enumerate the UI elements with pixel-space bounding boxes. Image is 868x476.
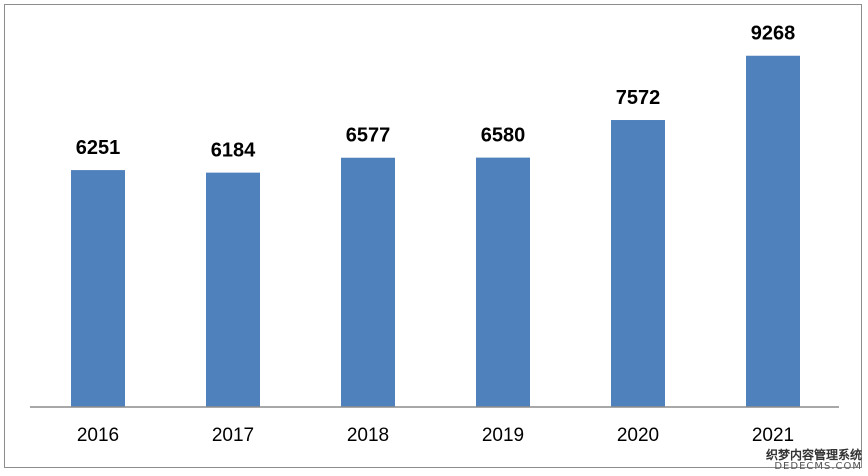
data-label-2021: 9268 <box>751 23 796 45</box>
x-tick-label-2017: 2017 <box>212 425 254 446</box>
x-tick-label-2021: 2021 <box>752 425 794 446</box>
chart-frame <box>4 4 862 468</box>
x-tick-label-2016: 2016 <box>77 425 119 446</box>
x-tick-label-2019: 2019 <box>482 425 524 446</box>
watermark-line-2: DEDECMS.COM <box>774 460 862 472</box>
data-label-2019: 6580 <box>481 125 526 147</box>
x-tick-label-2020: 2020 <box>617 425 659 446</box>
x-tick-label-2018: 2018 <box>347 425 389 446</box>
bar-2018 <box>341 157 395 407</box>
bar-2021 <box>746 55 800 408</box>
data-label-2020: 7572 <box>616 87 661 109</box>
data-label-2017: 6184 <box>211 140 256 162</box>
bar-2020 <box>611 120 665 407</box>
bar-2019 <box>476 157 530 407</box>
data-label-2018: 6577 <box>346 125 391 147</box>
data-label-2016: 6251 <box>76 137 121 159</box>
watermark: 织梦内容管理系统 DEDECMS.COM <box>766 449 862 472</box>
bar-2016 <box>71 170 125 407</box>
watermark-line-1: 织梦内容管理系统 <box>765 447 862 462</box>
bar-2017 <box>206 172 260 407</box>
